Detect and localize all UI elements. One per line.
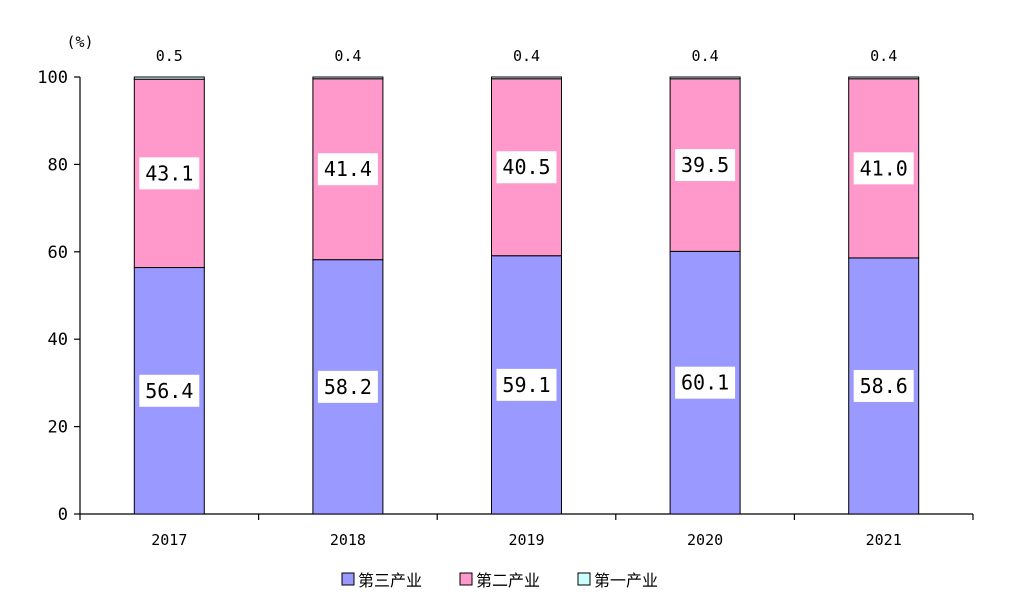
legend-swatch [459, 572, 473, 586]
x-tick-label: 2021 [866, 531, 902, 549]
bar-segment-primary [312, 76, 384, 80]
legend-item-primary: 第一产业 [577, 571, 658, 590]
data-label-primary: 0.5 [156, 47, 183, 65]
y-axis: 0 20 40 60 80 100 [37, 68, 81, 525]
data-label-primary: 0.4 [870, 47, 897, 65]
legend-label: 第二产业 [476, 571, 540, 590]
data-label-secondary: 40.5 [502, 155, 550, 179]
data-label-box [139, 374, 200, 407]
y-tick-label: 20 [48, 418, 68, 438]
bars [133, 76, 920, 515]
legend: 第三产业 第二产业 第一产业 [341, 571, 658, 590]
legend-label: 第三产业 [358, 571, 422, 590]
legend-item-tertiary: 第三产业 [341, 571, 422, 590]
data-label-primary: 0.4 [513, 47, 540, 65]
x-tick-label: 2019 [508, 531, 544, 549]
data-label-tertiary: 58.2 [324, 375, 372, 399]
data-label-box [496, 151, 557, 184]
data-label-secondary: 39.5 [681, 153, 729, 177]
x-tick-label: 2017 [151, 531, 187, 549]
data-label-tertiary: 58.6 [860, 374, 908, 398]
data-label-primary: 0.4 [334, 47, 361, 65]
data-label-primary: 0.4 [692, 47, 719, 65]
x-tick-label: 2018 [330, 531, 366, 549]
bar-segment-primary [848, 76, 920, 80]
data-labels: 56.4 43.1 0.5 58.2 41.4 0.4 59.1 40.5 0.4 60.1 39.… [139, 47, 914, 407]
legend-label: 第一产业 [594, 571, 658, 590]
data-label-secondary: 41.0 [860, 156, 908, 180]
y-tick-label: 100 [37, 68, 68, 88]
data-label-box [853, 369, 914, 402]
data-label-secondary: 43.1 [145, 161, 193, 185]
bar-segment-primary [491, 76, 562, 80]
data-label-secondary: 41.4 [324, 157, 372, 181]
y-tick-label: 40 [48, 330, 68, 350]
data-label-tertiary: 59.1 [502, 373, 550, 397]
y-tick-label: 60 [48, 243, 68, 263]
data-label-tertiary: 60.1 [681, 371, 729, 395]
x-tick-label: 2020 [687, 531, 723, 549]
y-axis-unit: (%) [66, 33, 93, 51]
data-label-box [317, 153, 378, 186]
data-label-box [675, 149, 736, 182]
data-label-box [139, 157, 200, 190]
legend-swatch [341, 572, 355, 586]
data-label-tertiary: 56.4 [145, 379, 193, 403]
data-label-box [675, 366, 736, 399]
x-axis: 2017 2018 2019 2020 2021 [79, 513, 974, 549]
bar-segment-primary [669, 76, 741, 80]
bar-segment-primary [133, 76, 205, 80]
legend-item-secondary: 第二产业 [459, 571, 540, 590]
legend-swatch [577, 572, 591, 586]
data-label-box [317, 370, 378, 403]
y-tick-label: 0 [58, 505, 68, 525]
y-tick-label: 80 [48, 155, 68, 175]
data-label-box [853, 152, 914, 185]
data-label-box [496, 368, 557, 401]
